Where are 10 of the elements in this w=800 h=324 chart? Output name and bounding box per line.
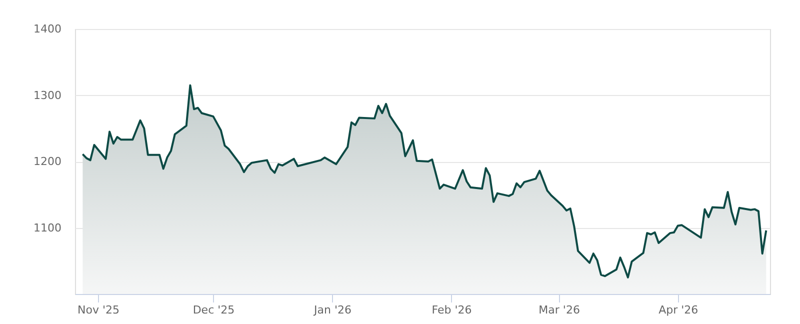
x-tick-label: Jan '26	[313, 304, 352, 316]
y-tick-label: 1100	[34, 221, 62, 234]
y-tick-label: 1200	[34, 155, 62, 168]
y-tick-label: 1400	[34, 22, 62, 36]
x-tick-label: Nov '25	[78, 304, 120, 316]
x-tick-label: Apr '26	[658, 304, 698, 316]
x-tick-label: Feb '26	[432, 304, 472, 316]
y-tick-label: 1300	[34, 88, 62, 102]
x-tick-label: Dec '25	[192, 304, 235, 316]
x-tick-label: Mar '26	[538, 304, 580, 316]
